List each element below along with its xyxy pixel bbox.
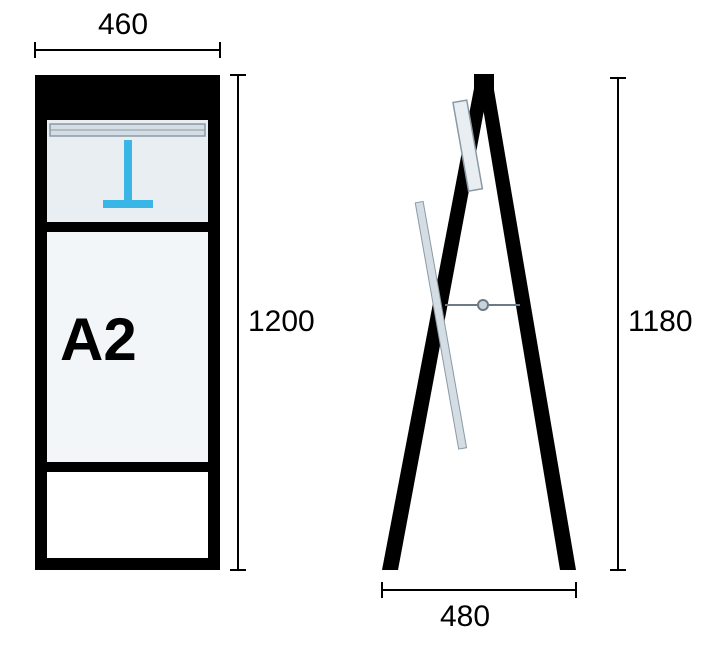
dim-side-height-label: 1180 [628, 305, 693, 339]
dim-front-height [230, 75, 246, 570]
dim-side-height [610, 78, 626, 570]
dim-front-width [35, 42, 220, 58]
dimensional-diagram: 460 1200 480 1180 A2 [0, 0, 720, 645]
dim-front-width-label: 460 [98, 8, 148, 42]
size-label: A2 [60, 305, 137, 374]
dim-side-width [382, 582, 576, 598]
dim-front-height-label: 1200 [248, 305, 315, 339]
side-view [382, 74, 576, 570]
dim-side-width-label: 480 [440, 600, 490, 634]
